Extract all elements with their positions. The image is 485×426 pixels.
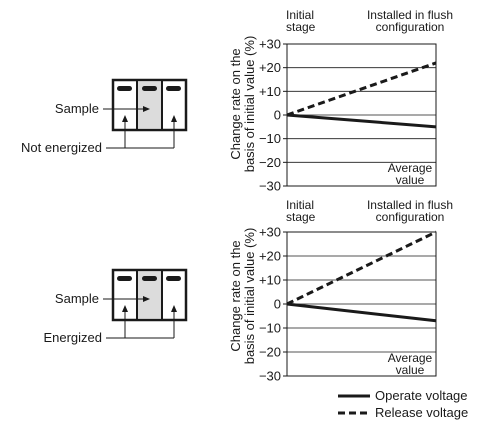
panel-not-energized: Sample Not energized Change rate on the … (21, 8, 453, 194)
release-voltage-line-bottom (286, 230, 437, 306)
legend-release-label: Release voltage (375, 405, 468, 420)
condition-label-top: Not energized (21, 140, 102, 155)
relay-diagram-top (103, 78, 188, 149)
average-value-label-top-1: Average (388, 161, 433, 175)
y-tick-label-bottom: +10 (259, 273, 281, 288)
y-axis-title-line1-bottom: Change rate on the (228, 240, 243, 351)
installed-label-top-2: configuration (376, 20, 445, 34)
y-tick-label-bottom: −30 (259, 369, 281, 384)
y-axis-title-line2-bottom: basis of initial value (%) (242, 228, 257, 365)
y-tick-label-bottom: +20 (259, 249, 281, 264)
average-value-label-bottom-2: value (396, 363, 425, 377)
y-tick-label-top: −20 (259, 155, 281, 170)
installed-label-bottom-2: configuration (376, 210, 445, 224)
average-value-label-top-2: value (396, 173, 425, 187)
y-tick-label-bottom: −10 (259, 321, 281, 336)
installed-label-top-1: Installed in flush (367, 8, 453, 22)
operate-voltage-line-top (286, 113, 437, 129)
legend-operate-label: Operate voltage (375, 388, 468, 403)
installed-label-bottom-1: Installed in flush (367, 198, 453, 212)
initial-stage-label-top-2: stage (286, 20, 316, 34)
initial-stage-label-top-1: Initial (286, 8, 314, 22)
y-tick-label-top: −30 (259, 179, 281, 194)
y-axis-title-line1-top: Change rate on the (228, 48, 243, 159)
y-axis-title-line2-top: basis of initial value (%) (242, 36, 257, 173)
plot-area-bottom: +30 +20 +10 0 −10 −20 −30 (259, 225, 437, 384)
panel-energized: Sample Energized Change rate on the basi… (43, 198, 453, 384)
condition-label-bottom: Energized (43, 330, 102, 345)
sample-label-bottom: Sample (55, 291, 99, 306)
legend: Operate voltage Release voltage (338, 388, 468, 420)
operate-voltage-line-bottom (286, 302, 437, 323)
y-tick-label-top: −10 (259, 131, 281, 146)
release-voltage-line-top (286, 61, 437, 117)
y-tick-label-bottom: 0 (274, 297, 281, 312)
y-tick-label-bottom: −20 (259, 345, 281, 360)
initial-stage-label-bottom-1: Initial (286, 198, 314, 212)
plot-area-top: +30 +20 +10 0 −10 −20 −30 (259, 37, 437, 194)
average-value-label-bottom-1: Average (388, 351, 433, 365)
initial-stage-label-bottom-2: stage (286, 210, 316, 224)
y-tick-label-top: +30 (259, 37, 281, 52)
y-tick-label-bottom: +30 (259, 225, 281, 240)
relay-diagram-bottom (103, 268, 188, 339)
sample-label-top: Sample (55, 101, 99, 116)
y-tick-label-top: +10 (259, 84, 281, 99)
y-tick-label-top: +20 (259, 60, 281, 75)
y-tick-label-top: 0 (274, 108, 281, 123)
